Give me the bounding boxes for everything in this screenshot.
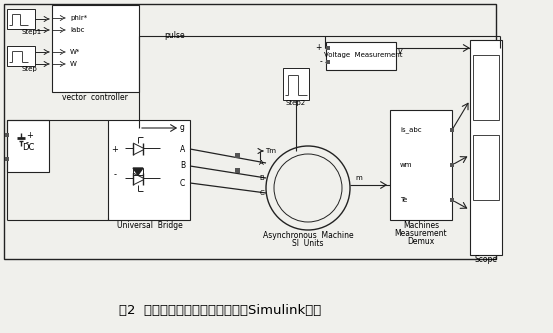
Text: vector  controller: vector controller: [62, 93, 128, 102]
Bar: [52, 5, 139, 92]
Text: A: A: [259, 160, 264, 166]
Text: Step1: Step1: [21, 29, 41, 35]
Bar: [283, 68, 309, 100]
Text: Te: Te: [400, 197, 407, 203]
Text: +: +: [112, 145, 118, 154]
Bar: [470, 40, 502, 255]
Text: 图2  异步电动机矢量控制调速系统Simulink模型: 图2 异步电动机矢量控制调速系统Simulink模型: [119, 303, 321, 316]
Text: pulse: pulse: [165, 32, 185, 41]
Text: Voltage  Measurement: Voltage Measurement: [324, 52, 402, 58]
Text: DC: DC: [22, 143, 34, 152]
Text: Universal  Bridge: Universal Bridge: [117, 220, 183, 229]
Text: g: g: [180, 124, 185, 133]
Bar: [326, 46, 330, 50]
Text: Tm: Tm: [265, 148, 276, 154]
Bar: [450, 198, 454, 202]
Text: Step: Step: [21, 66, 36, 72]
Text: phir*: phir*: [70, 15, 87, 21]
Bar: [473, 135, 499, 200]
Text: A: A: [180, 145, 185, 154]
Bar: [326, 42, 396, 70]
Text: Machines: Machines: [403, 220, 439, 229]
Bar: [5, 157, 9, 161]
Bar: [7, 46, 35, 66]
Text: is_abc: is_abc: [400, 127, 421, 134]
Bar: [450, 128, 454, 132]
Text: +: +: [316, 44, 322, 53]
Text: Scope: Scope: [474, 255, 498, 264]
Bar: [326, 60, 330, 64]
Text: wm: wm: [400, 162, 413, 168]
Text: Measurement: Measurement: [395, 229, 447, 238]
Text: C: C: [259, 190, 264, 196]
Text: W: W: [70, 61, 77, 67]
Text: B: B: [180, 162, 185, 170]
Bar: [234, 167, 239, 172]
Text: m: m: [355, 175, 362, 181]
Text: Demux: Demux: [408, 237, 435, 246]
Text: Asynchronous  Machine: Asynchronous Machine: [263, 230, 353, 239]
Bar: [473, 55, 499, 120]
Bar: [390, 110, 452, 220]
Text: -: -: [26, 139, 29, 148]
Text: W*: W*: [70, 49, 80, 55]
Text: SI  Units: SI Units: [292, 239, 324, 248]
Bar: [5, 133, 9, 137]
Bar: [7, 120, 49, 172]
Text: Iabc: Iabc: [70, 27, 85, 33]
Text: v: v: [397, 48, 401, 57]
Bar: [108, 120, 190, 220]
Bar: [7, 9, 35, 29]
Text: B: B: [259, 175, 264, 181]
Bar: [4, 4, 496, 259]
Bar: [234, 153, 239, 158]
Polygon shape: [133, 168, 143, 175]
Text: C: C: [180, 178, 185, 187]
Text: Step2: Step2: [286, 100, 306, 106]
Bar: [450, 163, 454, 167]
Text: -: -: [113, 170, 117, 179]
Text: -: -: [319, 58, 322, 67]
Text: +: +: [26, 132, 33, 141]
